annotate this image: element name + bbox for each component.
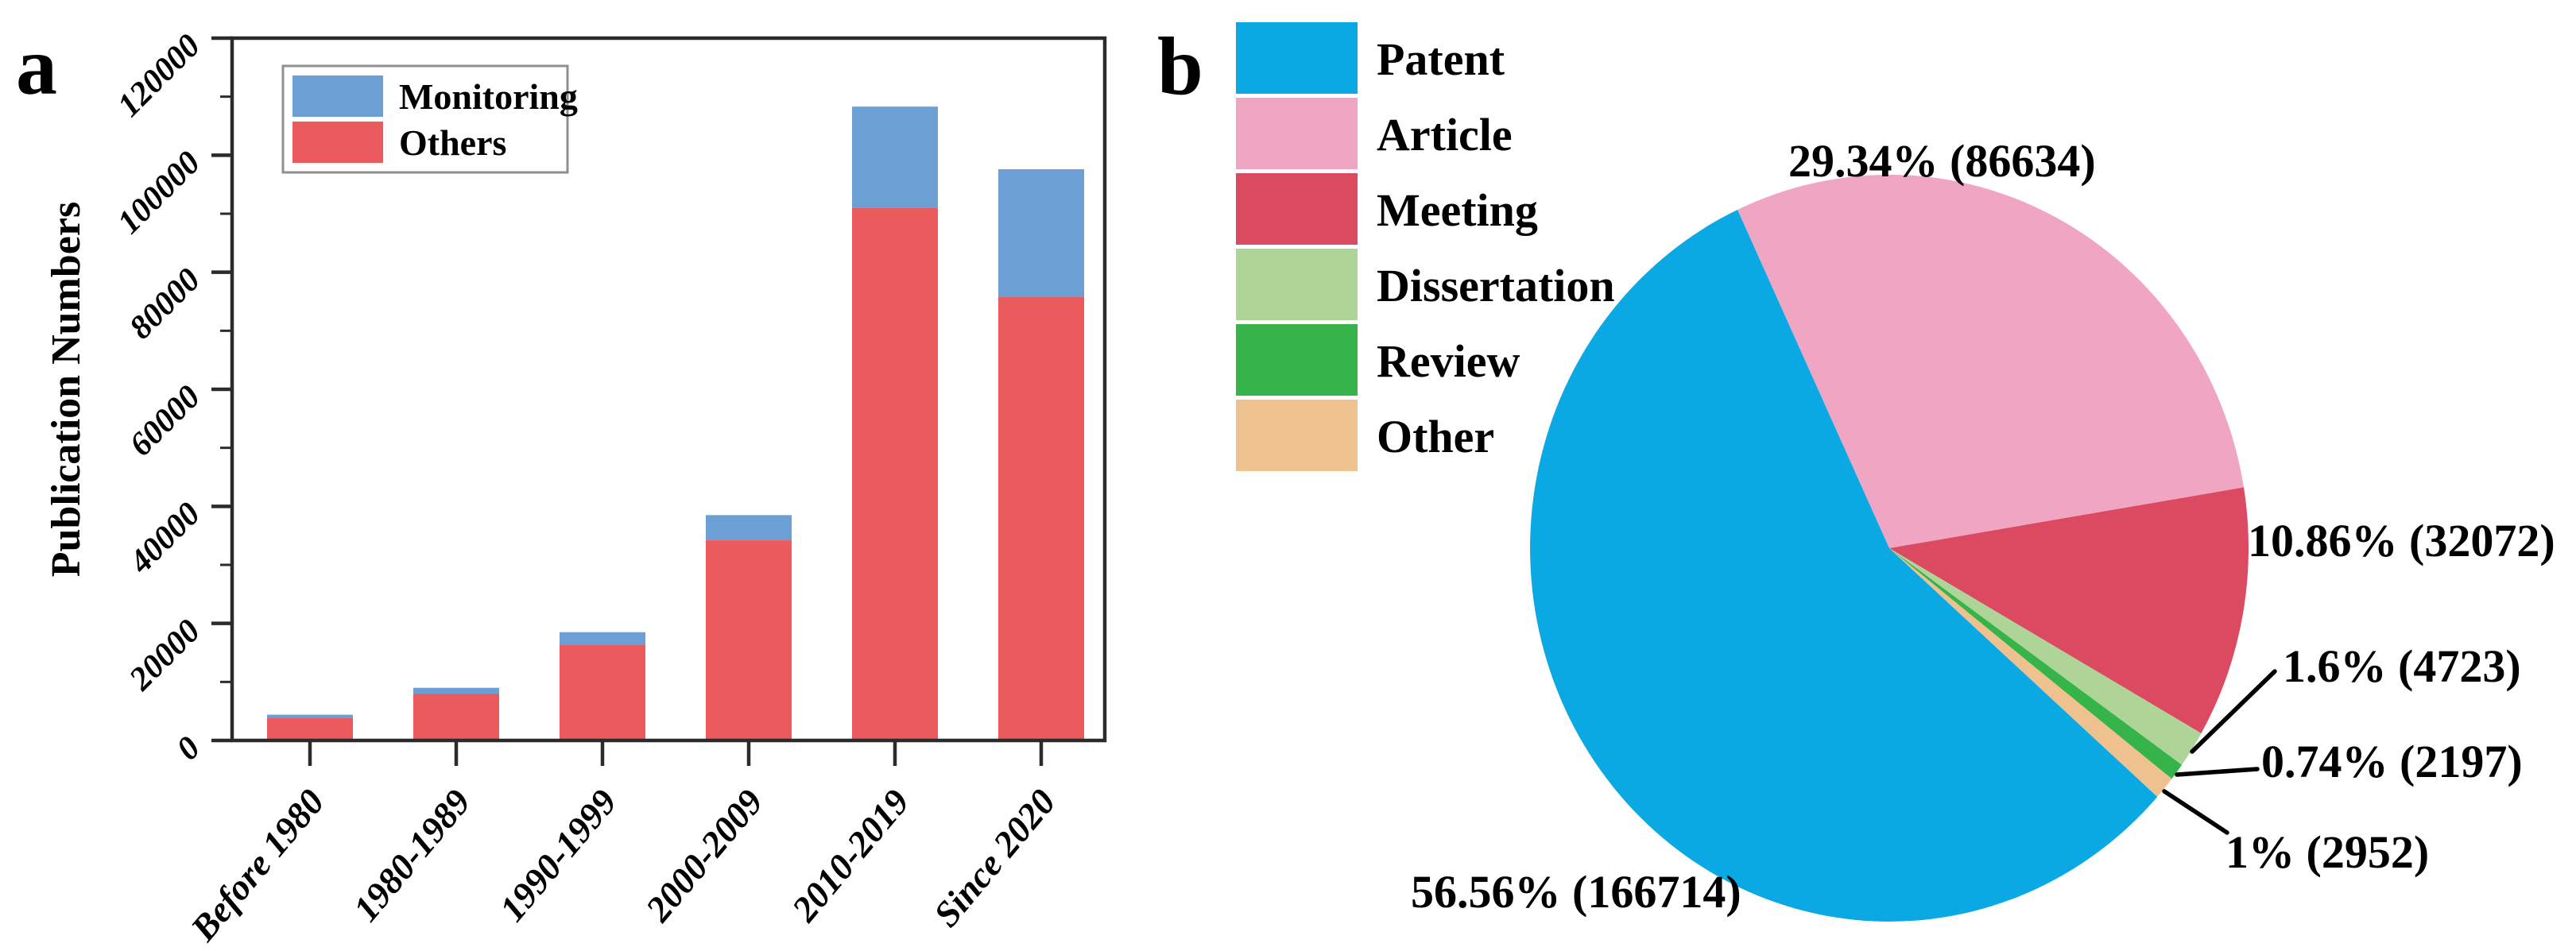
pie-value-label-meeting: 10.86% (32072) bbox=[2248, 515, 2555, 566]
bar-others-Since 2020 bbox=[998, 296, 1084, 740]
leader-line-review bbox=[2175, 767, 2260, 777]
legend-label-other: Other bbox=[1377, 411, 1494, 462]
legend-swatch-patent bbox=[1236, 22, 1358, 94]
pie-slice-other bbox=[1889, 548, 2172, 797]
legend-label-dissertation: Dissertation bbox=[1377, 260, 1615, 311]
y-axis-title: Publication Numbers bbox=[44, 202, 89, 577]
bar-others-1980-1989 bbox=[413, 694, 499, 740]
x-tick-label-1980-1989: 1980-1989 bbox=[345, 782, 478, 929]
pie-value-label-patent: 56.56% (166714) bbox=[1411, 866, 1741, 918]
y-tick-label: 100000 bbox=[110, 145, 207, 242]
y-tick-label: 40000 bbox=[122, 496, 207, 581]
leader-line-other bbox=[2162, 789, 2229, 835]
pie-slice-article bbox=[1737, 174, 2244, 549]
panel-b-label: b bbox=[1157, 21, 1203, 112]
legend-label-review: Review bbox=[1377, 335, 1520, 387]
bar-monitoring-Before 1980 bbox=[267, 714, 353, 718]
pie-value-label-other: 1% (2952) bbox=[2225, 826, 2429, 878]
y-tick-label: 60000 bbox=[122, 379, 207, 464]
pie-slice-dissertation bbox=[1889, 548, 2202, 765]
leader-line-dissertation bbox=[2190, 669, 2277, 754]
x-tick-label-Before 1980: Before 1980 bbox=[182, 782, 331, 949]
pie-value-label-dissertation: 1.6% (4723) bbox=[2283, 640, 2521, 692]
panel-a-label: a bbox=[16, 21, 57, 112]
bar-others-1990-1999 bbox=[560, 644, 645, 740]
x-tick-label-Since 2020: Since 2020 bbox=[926, 782, 1063, 934]
bar-monitoring-1990-1999 bbox=[560, 632, 645, 645]
bar-monitoring-1980-1989 bbox=[413, 687, 499, 694]
x-tick-label-2010-2019: 2010-2019 bbox=[784, 782, 917, 930]
bar-monitoring-Since 2020 bbox=[998, 169, 1084, 297]
legend-swatch-article bbox=[1236, 98, 1358, 169]
pie-value-label-article: 29.34% (86634) bbox=[1788, 135, 2096, 187]
legend-label-article: Article bbox=[1377, 109, 1513, 160]
y-tick-label: 0 bbox=[170, 730, 207, 767]
legend-swatch-meeting bbox=[1236, 173, 1358, 245]
y-tick-label: 120000 bbox=[110, 28, 207, 125]
pie-value-label-review: 0.74% (2197) bbox=[2261, 736, 2523, 787]
bar-others-Before 1980 bbox=[267, 717, 353, 740]
pie-slice-review bbox=[1889, 548, 2183, 779]
y-tick-label: 20000 bbox=[122, 613, 207, 698]
legend-swatch-review bbox=[1236, 324, 1358, 396]
legend-label-meeting: Meeting bbox=[1377, 184, 1538, 236]
panel-b-pie-chart: b 56.56% (166714) 29.34% (86634) 10.86% (32… bbox=[1157, 21, 2555, 922]
y-tick-label: 80000 bbox=[122, 261, 207, 346]
bar-monitoring-2010-2019 bbox=[852, 106, 938, 208]
bar-monitoring-2000-2009 bbox=[706, 515, 792, 541]
x-tick-label-1990-1999: 1990-1999 bbox=[491, 782, 624, 929]
pie-slice-meeting bbox=[1889, 487, 2249, 733]
legend-label-patent: Patent bbox=[1377, 33, 1505, 85]
legend-swatch-monitoring bbox=[292, 75, 383, 117]
legend-swatch-dissertation bbox=[1236, 249, 1358, 320]
panel-a-bar-chart: a 0 20000 40000 60000 80000 100000 120000 Before… bbox=[16, 21, 1107, 949]
legend-swatch-other bbox=[1236, 400, 1358, 471]
legend-swatch-others bbox=[292, 122, 383, 163]
bar-others-2010-2019 bbox=[852, 207, 938, 741]
x-tick-label-2000-2009: 2000-2009 bbox=[637, 782, 771, 930]
bar-others-2000-2009 bbox=[706, 540, 792, 740]
pie-slice-patent bbox=[1530, 210, 2158, 922]
legend-label-others: Others bbox=[399, 122, 506, 163]
legend-label-monitoring: Monitoring bbox=[399, 76, 578, 117]
